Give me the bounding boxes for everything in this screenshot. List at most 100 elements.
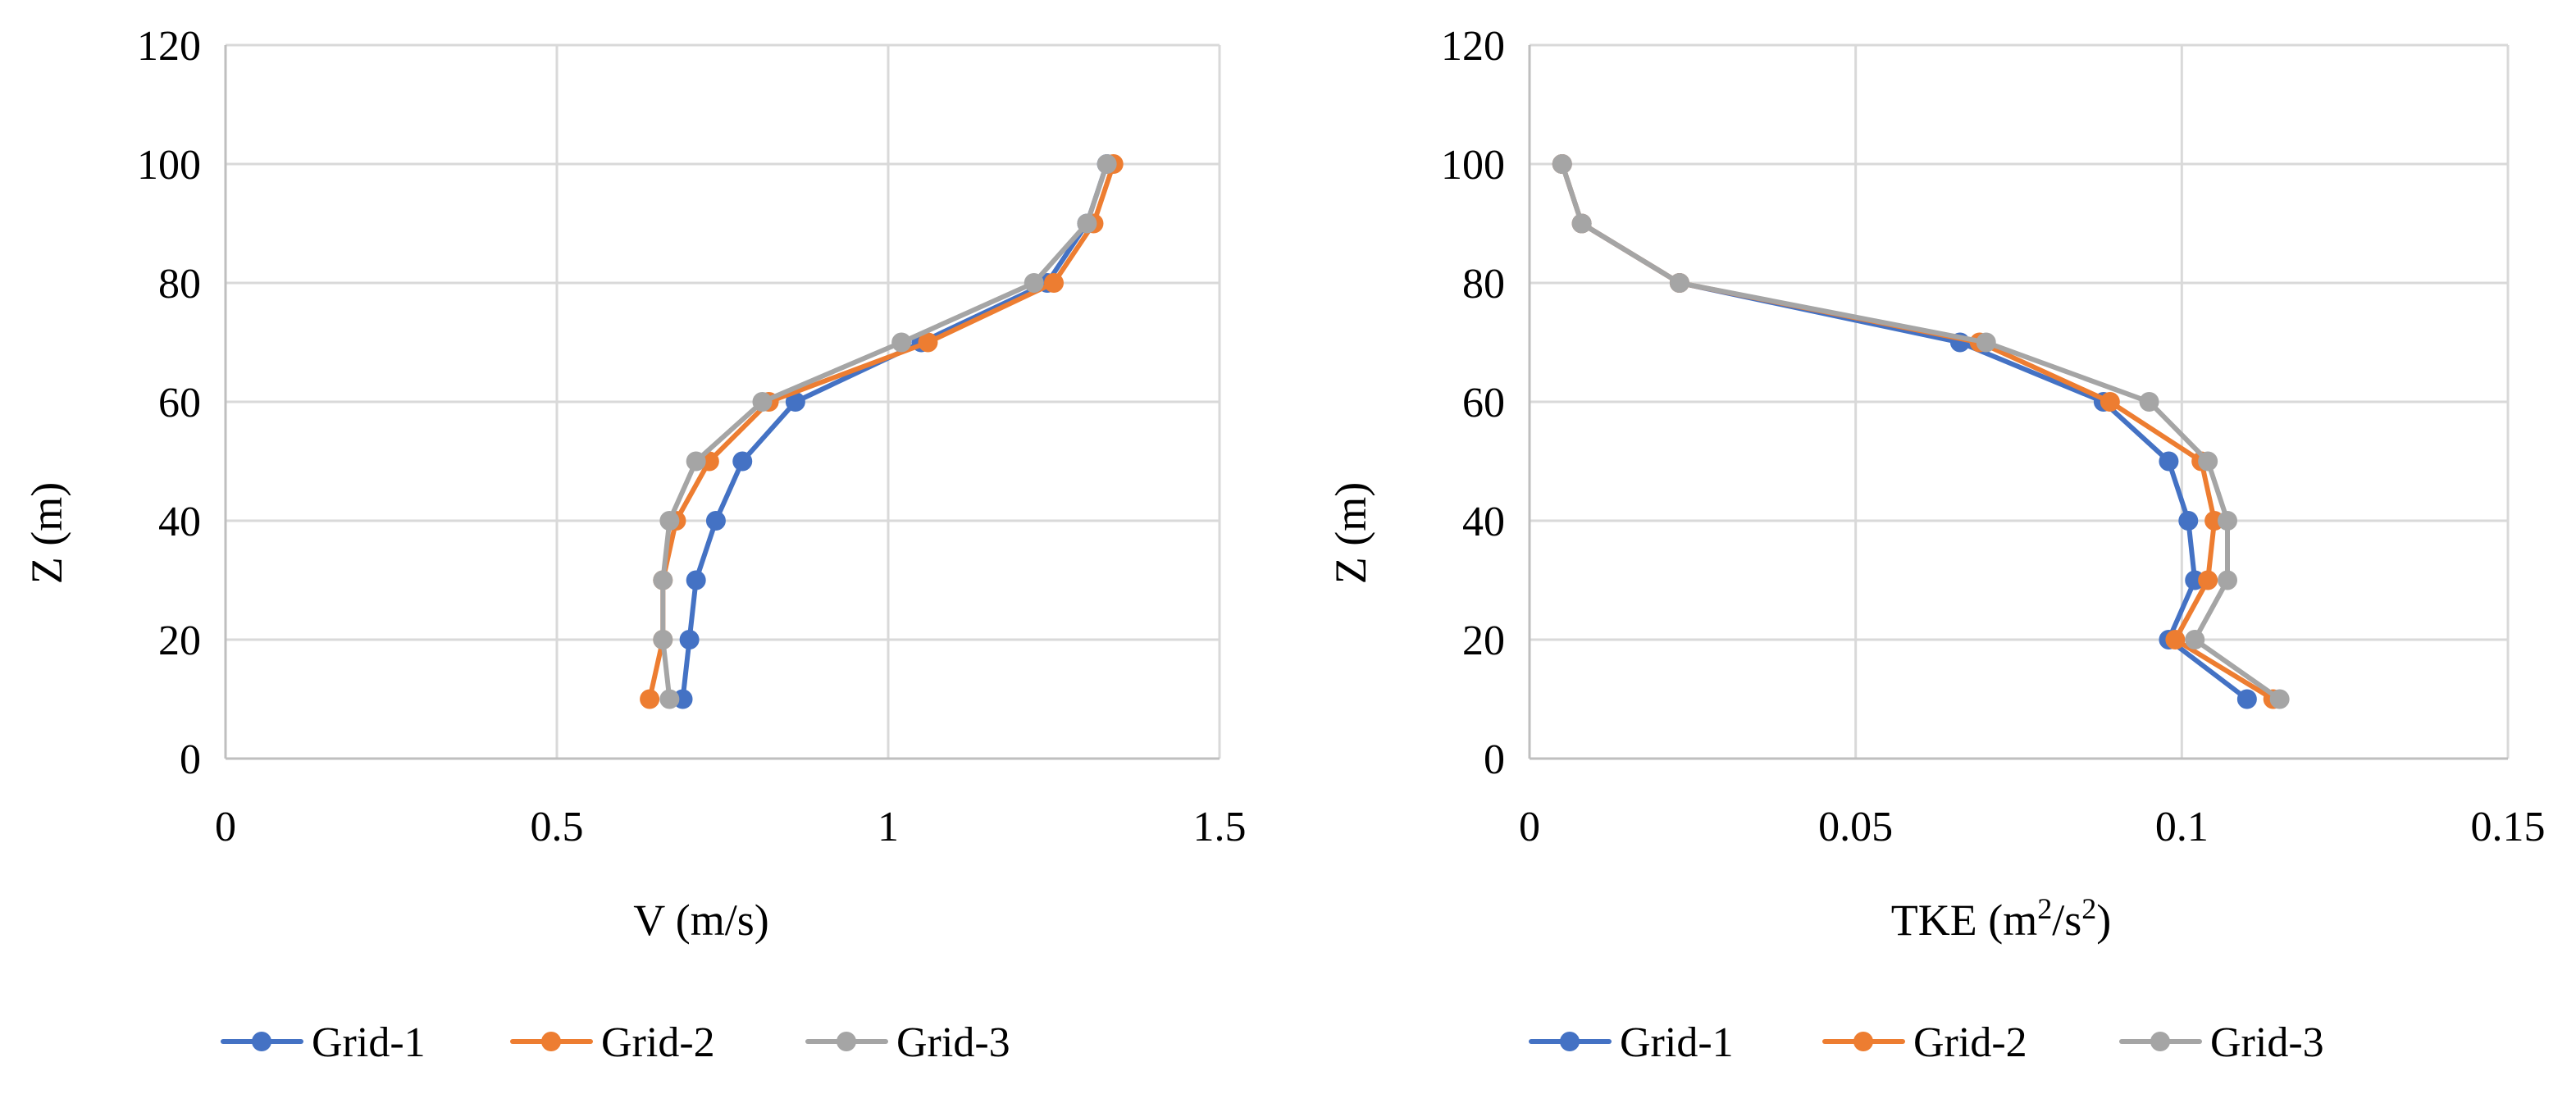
velocity-data-point-grid-2	[640, 689, 660, 709]
tke-legend-swatch-marker	[1560, 1032, 1580, 1051]
velocity-legend-swatch-marker	[837, 1032, 856, 1051]
tke-data-point-grid-2	[2198, 570, 2218, 590]
tke-data-point-grid-3	[1669, 273, 1689, 293]
velocity-data-point-grid-3	[891, 332, 912, 353]
velocity-legend-item-grid-1: Grid-1	[221, 1019, 426, 1066]
tke-x-tick-label: 0.15	[2471, 804, 2546, 850]
velocity-y-tick-label: 120	[137, 23, 201, 70]
tke-y-tick-label: 0	[1484, 736, 1505, 783]
velocity-x-tick-label: 0.5	[531, 804, 584, 850]
chart-velocity-legend: Grid-1 Grid-2 Grid-3	[221, 1019, 1010, 1066]
velocity-data-point-grid-3	[659, 511, 680, 531]
tke-y-tick-label: 120	[1441, 23, 1505, 70]
velocity-x-tick-label: 1	[878, 804, 899, 850]
velocity-legend-item-grid-2: Grid-2	[510, 1019, 715, 1066]
velocity-data-point-grid-1	[686, 570, 706, 590]
tke-data-point-grid-2	[2165, 630, 2186, 649]
velocity-legend-label: Grid-3	[896, 1019, 1010, 1066]
chart-tke-series	[1552, 154, 2290, 709]
tke-legend-label: Grid-1	[1620, 1019, 1734, 1066]
velocity-data-point-grid-1	[679, 630, 700, 649]
tke-data-point-grid-1	[2178, 511, 2199, 531]
tke-data-point-grid-3	[2269, 689, 2290, 709]
velocity-series-line-grid-3	[660, 162, 1110, 702]
velocity-series-line-grid-1	[680, 162, 1110, 702]
tke-legend-label: Grid-2	[1913, 1019, 2027, 1066]
velocity-data-point-grid-1	[785, 392, 805, 412]
chart-velocity-gridlines	[226, 43, 1221, 759]
tke-data-point-grid-3	[2218, 570, 2238, 590]
tke-data-point-grid-1	[2236, 689, 2257, 709]
chart-velocity-profile: 0 20 40 60 80 100 120 0 0.5 1 1.5 V (m/s) Z (m) Gr…	[22, 23, 1247, 1066]
tke-x-tick-label: 0.1	[2155, 804, 2209, 850]
velocity-legend-label: Grid-1	[312, 1019, 426, 1066]
chart-tke-y-axis-label: Z (m)	[1326, 482, 1375, 584]
velocity-legend-swatch-marker	[541, 1032, 561, 1051]
chart-tke-legend: Grid-1 Grid-2 Grid-3	[1529, 1019, 2324, 1066]
chart-velocity-y-axis-label: Z (m)	[22, 482, 71, 584]
chart-velocity-series	[640, 154, 1124, 709]
velocity-y-tick-label: 80	[158, 261, 201, 308]
tke-data-point-grid-3	[2198, 451, 2218, 472]
velocity-y-tick-label: 40	[158, 499, 201, 545]
tke-data-point-grid-2	[2100, 392, 2120, 412]
tke-label-sup1: 2	[2037, 892, 2052, 925]
velocity-y-tick-label: 100	[137, 142, 201, 189]
tke-label-sup2: 2	[2081, 892, 2096, 925]
tke-data-point-grid-3	[1571, 213, 1592, 234]
chart-velocity-ticks: 0 20 40 60 80 100 120 0 0.5 1 1.5	[137, 23, 1247, 850]
velocity-y-tick-label: 0	[180, 736, 201, 783]
chart-tke-axes	[1528, 45, 2508, 760]
tke-label-part3: )	[2096, 896, 2111, 945]
velocity-data-point-grid-3	[1097, 154, 1117, 174]
velocity-series-line-grid-2	[647, 162, 1116, 702]
tke-data-point-grid-3	[1552, 154, 1572, 174]
velocity-data-point-grid-3	[1077, 213, 1097, 234]
velocity-legend-label: Grid-2	[601, 1019, 715, 1066]
tke-legend-item-grid-3: Grid-3	[2119, 1019, 2324, 1066]
tke-legend-swatch-marker	[1853, 1032, 1873, 1051]
velocity-y-tick-label: 20	[158, 618, 201, 664]
velocity-data-point-grid-3	[752, 392, 773, 412]
velocity-data-point-grid-1	[732, 451, 753, 472]
tke-series-line-grid-1	[1559, 162, 2250, 702]
velocity-x-tick-label: 0	[215, 804, 236, 850]
tke-legend-item-grid-1: Grid-1	[1529, 1019, 1734, 1066]
chart-tke-ticks: 0 20 40 60 80 100 120 0 0.05 0.1 0.15	[1441, 23, 2546, 850]
tke-x-tick-label: 0.05	[1818, 804, 1893, 850]
velocity-data-point-grid-2	[918, 332, 938, 353]
velocity-data-point-grid-3	[653, 570, 673, 590]
tke-data-point-grid-3	[2139, 392, 2159, 412]
tke-legend-swatch-marker	[2150, 1032, 2170, 1051]
tke-data-point-grid-3	[1976, 332, 1996, 353]
tke-y-tick-label: 20	[1462, 618, 1505, 664]
tke-data-point-grid-3	[2185, 630, 2205, 649]
tke-y-tick-label: 40	[1462, 499, 1505, 545]
velocity-legend-item-grid-3: Grid-3	[805, 1019, 1010, 1066]
tke-data-point-grid-3	[2218, 511, 2238, 531]
tke-data-point-grid-1	[2159, 451, 2179, 472]
tke-label-part1: TKE (m	[1891, 896, 2037, 945]
velocity-data-point-grid-2	[1044, 273, 1064, 293]
velocity-data-point-grid-3	[653, 630, 673, 649]
tke-legend-item-grid-2: Grid-2	[1822, 1019, 2027, 1066]
velocity-data-point-grid-1	[705, 511, 726, 531]
velocity-data-point-grid-3	[659, 689, 680, 709]
chart-velocity-axes	[224, 45, 1220, 760]
chart-tke-gridlines	[1530, 43, 2510, 759]
tke-label-part2: /s	[2052, 896, 2081, 945]
tke-y-tick-label: 100	[1441, 142, 1505, 189]
velocity-x-tick-label: 1.5	[1193, 804, 1247, 850]
chart-tke-x-axis-label: TKE (m2/s2)	[1891, 892, 2111, 945]
velocity-data-point-grid-3	[1024, 273, 1044, 293]
tke-y-tick-label: 80	[1462, 261, 1505, 308]
tke-y-tick-label: 60	[1462, 380, 1505, 426]
tke-x-tick-label: 0	[1519, 804, 1540, 850]
chart-velocity-x-axis-label: V (m/s)	[633, 896, 769, 945]
velocity-legend-swatch-marker	[252, 1032, 271, 1051]
velocity-data-point-grid-3	[686, 451, 706, 472]
tke-series-line-grid-2	[1559, 162, 2276, 702]
tke-series-line-grid-3	[1559, 162, 2282, 702]
